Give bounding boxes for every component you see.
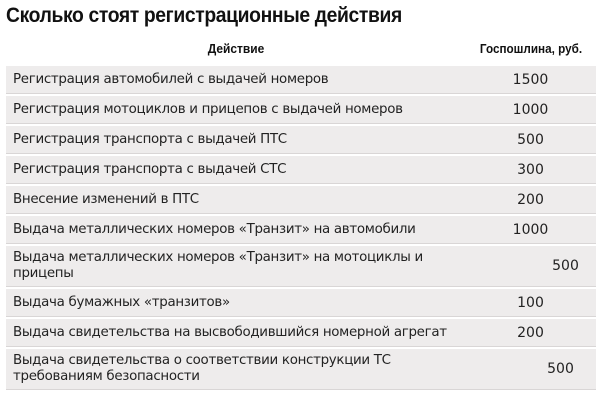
table-row: Регистрация транспорта с выдачей СТС 300	[6, 156, 596, 184]
page-title: Сколько стоят регистрационные действия	[6, 4, 402, 27]
action-cell: Регистрация транспорта с выдачей ПТС	[13, 131, 287, 147]
table-row: Выдача свидетельства на высвободившийся …	[6, 319, 596, 347]
action-cell: Выдача металлических номеров «Транзит» н…	[13, 221, 416, 237]
action-cell: Выдача свидетельства о соответствии конс…	[13, 353, 391, 384]
fee-cell: 500	[517, 131, 544, 148]
fee-cell: 1000	[512, 221, 549, 238]
fee-cell: 1000	[512, 101, 549, 118]
fee-cell: 1500	[512, 71, 549, 88]
fee-cell: 500	[547, 361, 574, 377]
table-row: Выдача металлических номеров «Транзит» н…	[6, 246, 596, 287]
table-row: Регистрация мотоциклов и прицепов с выда…	[6, 96, 596, 124]
action-cell: Выдача бумажных «транзитов»	[13, 294, 230, 310]
action-cell: Регистрация автомобилей с выдачей номеро…	[13, 71, 329, 87]
action-cell: Регистрация мотоциклов и прицепов с выда…	[13, 101, 403, 117]
action-cell: Выдача металлических номеров «Транзит» н…	[13, 250, 423, 281]
fee-table: Регистрация автомобилей с выдачей номеро…	[6, 66, 596, 392]
action-cell: Регистрация транспорта с выдачей СТС	[13, 161, 287, 177]
table-row: Выдача бумажных «транзитов» 100	[6, 289, 596, 317]
table-header: Действие Госпошлина, руб.	[6, 38, 596, 64]
column-header-action: Действие	[207, 41, 265, 56]
table-row: Внесение изменений в ПТС 200	[6, 186, 596, 214]
table-row: Выдача свидетельства о соответствии конс…	[6, 349, 596, 390]
action-cell: Выдача свидетельства на высвободившийся …	[13, 324, 447, 340]
fee-cell: 500	[552, 258, 579, 274]
table-row: Регистрация транспорта с выдачей ПТС 500	[6, 126, 596, 154]
fee-cell: 200	[517, 324, 544, 341]
fee-cell: 300	[517, 161, 544, 178]
fee-cell: 100	[517, 294, 544, 311]
table-row: Регистрация автомобилей с выдачей номеро…	[6, 66, 596, 94]
table-row: Выдача металлических номеров «Транзит» н…	[6, 216, 596, 244]
column-header-fee: Госпошлина, руб.	[479, 41, 583, 56]
fee-cell: 200	[517, 191, 544, 208]
action-cell: Внесение изменений в ПТС	[13, 191, 199, 207]
